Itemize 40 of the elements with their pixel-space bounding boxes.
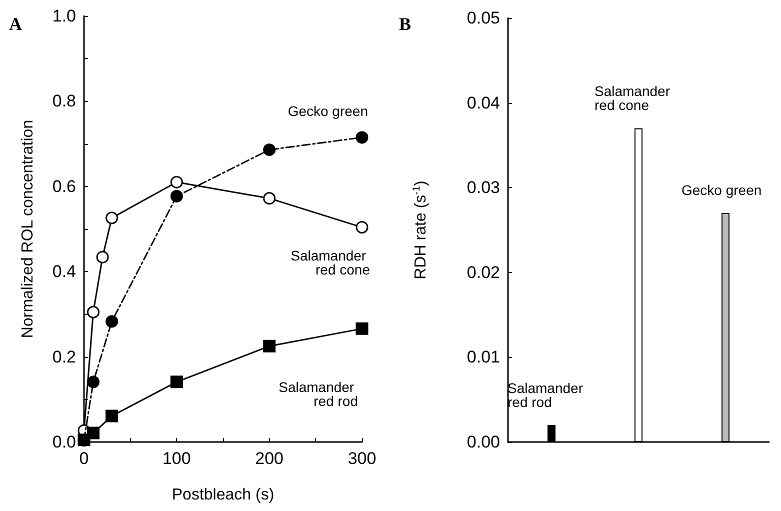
y-tick-label: 1.0 [52,6,76,26]
point [87,376,100,388]
chart-title: B [399,14,412,34]
y-axis-title: RDH rate (s-1) [412,180,430,280]
y-tick-label: 0.02 [466,262,500,282]
series-label: Gecko green [288,103,368,120]
point [170,376,183,388]
y-tick-label: 0.6 [52,176,76,196]
point [106,212,118,224]
point [96,250,109,264]
x-tick-label: 0 [79,449,89,468]
point [356,221,368,234]
point [170,190,183,202]
y-tick-label: 0.05 [466,8,500,28]
point [87,426,100,440]
x-tick-label: 200 [255,449,284,468]
y-tick-label: 0.4 [52,262,76,282]
point [170,176,183,188]
x-tick-label: 100 [162,449,191,468]
y-tick-label: 0.04 [466,93,500,112]
x-tick-label: 300 [348,449,376,468]
y-tick-label: 0.01 [466,348,500,367]
y-tick-label: 0.2 [52,347,76,366]
point [106,410,118,422]
point [263,144,276,156]
series-label: Salamander red cone [290,248,370,278]
point [356,322,368,335]
y-tick-label: 0.0 [52,432,76,452]
chart-title: A [9,14,22,34]
y-tick-label: 0.03 [466,178,500,198]
point [106,315,118,328]
series-label: Salamander red rod [278,378,358,409]
point [263,340,276,352]
point [356,131,368,144]
y-tick-label: 0.8 [52,92,76,111]
y-axis-title: Normalized ROL concentration [20,120,36,338]
point [87,306,100,318]
x-axis-title: Postbleach (s) [172,486,274,504]
y-tick-label: 0.00 [466,432,500,452]
point [263,192,276,205]
